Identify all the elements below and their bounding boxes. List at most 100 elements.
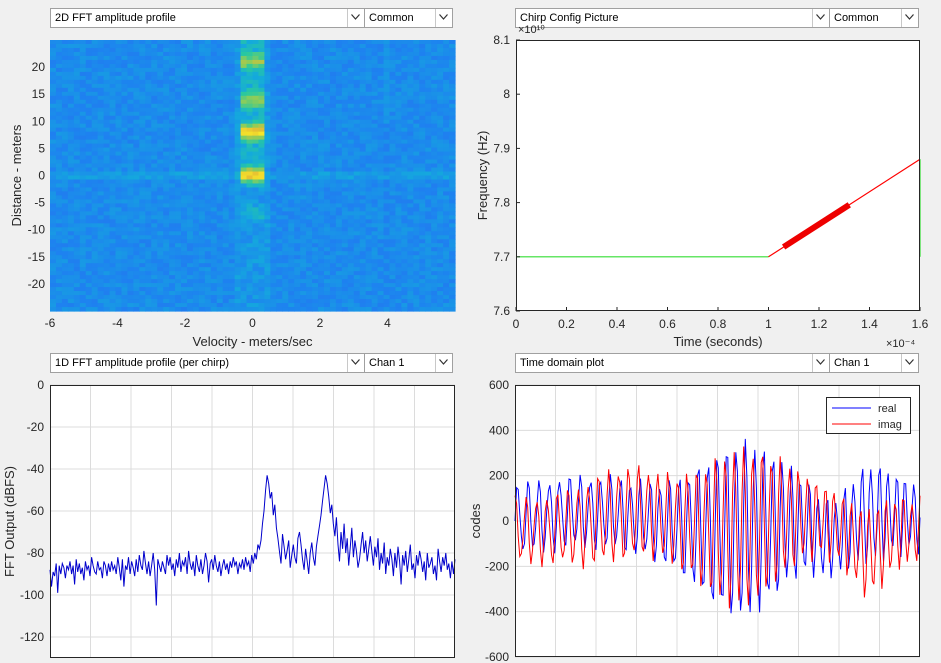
heatmap-cell [127,131,134,137]
heatmap-cell [55,307,63,312]
plot-type-select-bottom-right[interactable]: Time domain plot [515,353,830,373]
heatmap-cell [181,155,188,161]
heatmap-cell [121,199,129,204]
heatmap-cell [449,299,456,304]
heatmap-cell [73,267,81,272]
heatmap-cell [222,167,230,173]
heatmap-cell [127,199,134,204]
heatmap-cell [413,219,420,224]
heatmap-cell [335,215,343,220]
heatmap-cell [127,299,134,304]
heatmap-cell [109,67,117,73]
heatmap-cell [419,263,426,268]
chevron-down-icon[interactable] [901,354,918,372]
heatmap-cell [347,103,355,109]
heatmap-cell [401,107,408,113]
heatmap-cell [50,139,57,145]
plot-type-select-top-left[interactable]: 2D FFT amplitude profile [50,8,365,28]
heatmap-cell [258,299,266,304]
heatmap-cell [431,211,438,216]
heatmap-cell [175,303,182,308]
heatmap-cell [335,275,343,280]
heatmap-cell [204,283,212,288]
heatmap-cell [67,171,75,177]
heatmap-cell [139,303,146,308]
chevron-down-icon[interactable] [812,9,829,27]
heatmap-cell [329,195,337,201]
heatmap-cell [91,263,99,268]
heatmap-cell [61,179,69,185]
channel-select-bottom-left[interactable]: Chan 1 [364,353,453,373]
heatmap-cell [347,59,355,65]
heatmap-cell [389,187,397,193]
heatmap-cell [181,259,188,264]
heatmap-cell [323,63,331,69]
heatmap-cell [186,119,194,125]
heatmap-cell [252,71,260,77]
heatmap-cell [175,239,182,244]
fft-series-line [49,475,456,606]
heatmap-cell [431,215,438,220]
heatmap-cell [407,215,414,220]
heatmap-cell [157,279,164,284]
heatmap-cell [341,183,349,189]
heatmap-cell [389,131,397,137]
heatmap-cell [449,135,456,141]
heatmap-cell [50,143,57,149]
heatmap-cell [365,63,373,69]
heatmap-cell [347,99,355,105]
heatmap-cell [407,47,414,53]
heatmap-cell [282,283,289,288]
heatmap-cell [222,251,230,256]
heatmap-cell [407,79,414,85]
heatmap-cell [151,215,158,220]
heatmap-cell [335,135,343,141]
heatmap-cell [431,139,438,145]
select-value: Common [369,12,414,24]
chevron-down-icon[interactable] [347,9,364,27]
chevron-down-icon[interactable] [347,354,364,372]
heatmap-cell [306,83,313,89]
heatmap-cell [163,307,170,312]
heatmap-cell [353,203,361,208]
heatmap-cell [97,215,105,220]
heatmap-cell [186,299,194,304]
heatmap-cell [347,223,355,228]
heatmap-cell [67,203,75,208]
heatmap-cell [198,75,206,81]
heatmap-cell [407,175,414,181]
heatmap-cell [264,223,271,228]
channel-select-bottom-right[interactable]: Chan 1 [829,353,919,373]
channel-select-top-right[interactable]: Common [829,8,919,28]
heatmap-cell [449,275,456,280]
heatmap-cell [347,147,355,153]
heatmap-cell [270,291,277,296]
heatmap-cell [294,307,301,312]
heatmap-cell [294,239,301,244]
chevron-down-icon[interactable] [435,354,452,372]
heatmap-cell [175,91,182,97]
heatmap-cell [353,255,361,260]
heatmap-cell [127,223,134,228]
chevron-down-icon[interactable] [435,9,452,27]
heatmap-cell [413,67,420,73]
heatmap-cell [252,259,260,264]
heatmap-cell [264,187,271,193]
heatmap-cell [73,79,81,85]
heatmap-cell [288,231,295,236]
chevron-down-icon[interactable] [812,354,829,372]
channel-select-top-left[interactable]: Common [364,8,453,28]
heatmap-cell [306,211,313,216]
heatmap-cell [389,95,397,101]
heatmap-cell [347,75,355,81]
plot-type-select-bottom-left[interactable]: 1D FFT amplitude profile (per chirp) [50,353,365,373]
heatmap-cell [240,271,248,276]
heatmap-cell [103,263,111,268]
heatmap-cell [79,259,87,264]
heatmap-cell [323,131,331,137]
heatmap-cell [73,231,81,236]
heatmap-cell [353,191,361,197]
heatmap-cell [389,291,397,296]
heatmap-cell [97,191,105,197]
chevron-down-icon[interactable] [901,9,918,27]
